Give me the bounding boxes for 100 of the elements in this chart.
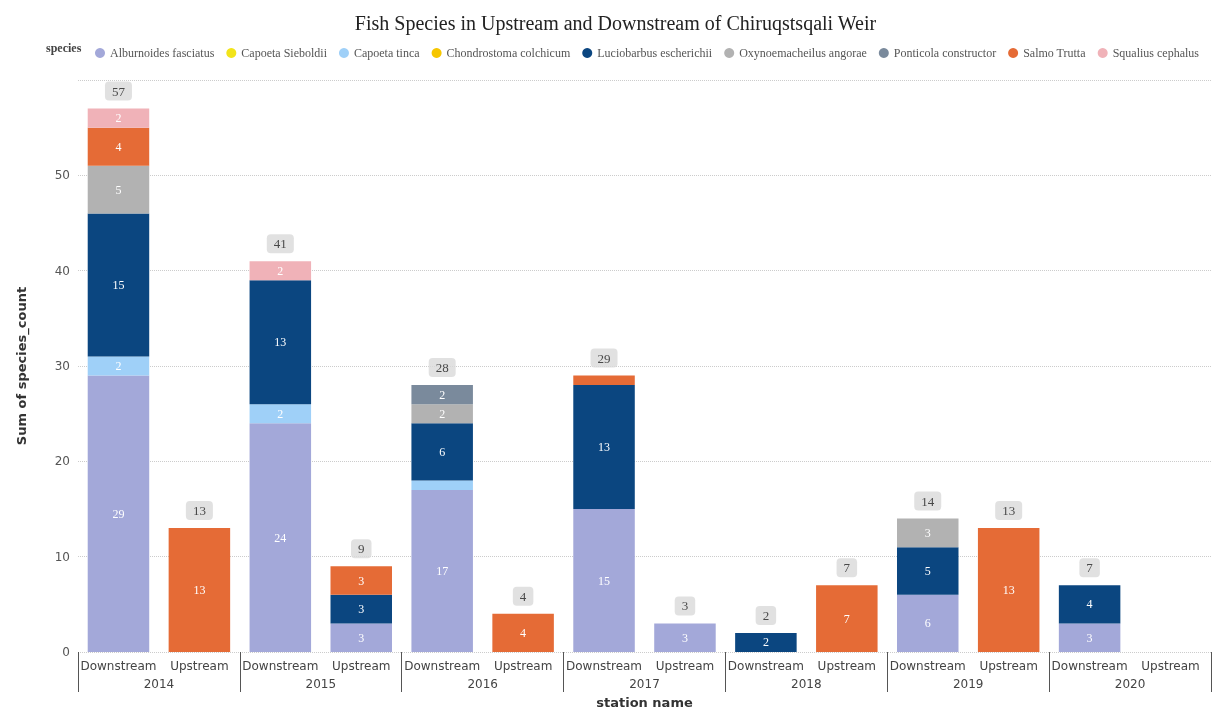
total-label: 57	[111, 83, 126, 99]
data-label: 2	[277, 263, 284, 278]
x-tick-label: Upstream	[332, 659, 391, 673]
data-label: 2	[277, 406, 284, 421]
total-label: 28	[435, 360, 449, 376]
x-tick-label: Downstream	[242, 659, 319, 673]
data-label: 3	[358, 630, 365, 645]
data-label: 3	[358, 602, 365, 617]
legend-label: Oxynoemacheilus angorae	[739, 46, 867, 60]
bar	[977, 528, 1040, 652]
legend-label: Luciobarbus escherichii	[597, 46, 713, 60]
chart-title: Fish Species in Upstream and Downstream of Chiruqstsqali Weir	[354, 12, 877, 35]
y-axis-title: Sum of species_count	[14, 286, 30, 446]
data-label: 3	[924, 525, 931, 540]
bar	[87, 213, 150, 357]
data-label: 7	[843, 611, 850, 626]
text: 2019	[952, 677, 984, 691]
data-label: 5	[115, 182, 122, 197]
data-label: 2	[439, 387, 446, 402]
total-label: 29	[597, 350, 611, 366]
x-tick-label: Upstream	[979, 659, 1038, 673]
data-label: 6	[439, 444, 446, 459]
x-tick-label: Upstream	[817, 659, 877, 673]
bar	[87, 356, 150, 376]
bar	[897, 547, 959, 595]
bar	[1058, 623, 1121, 652]
bar	[330, 594, 392, 624]
bar	[573, 509, 635, 652]
y-tick-label: 20	[54, 454, 70, 469]
bar	[249, 280, 312, 405]
total-label: 9	[358, 541, 365, 557]
data-label: 3	[1086, 630, 1093, 645]
bar	[249, 423, 312, 652]
bar	[816, 585, 878, 652]
bar	[330, 566, 392, 595]
bar	[411, 489, 473, 652]
bar	[492, 613, 554, 652]
legend-label: Salmo Trutta	[1023, 46, 1087, 60]
legend-label: Ponticola constructor	[893, 46, 997, 60]
total-label: 13	[192, 503, 206, 519]
data-label: 29	[112, 506, 125, 521]
data-label: 24	[274, 530, 287, 545]
bar	[87, 108, 150, 128]
bar	[87, 375, 150, 652]
data-label: 2	[115, 359, 122, 373]
bar	[330, 623, 392, 652]
x-tick-label: Downstream	[1051, 659, 1128, 673]
data-label: 13	[598, 440, 611, 455]
text: 2018	[791, 677, 822, 691]
data-label: 4	[520, 625, 527, 640]
data-label: 4	[115, 139, 122, 154]
x-tick-label: Upstream	[1141, 659, 1200, 673]
text: 2017	[629, 677, 660, 691]
data-label: 2	[115, 111, 122, 126]
bar	[249, 261, 312, 281]
x-tick-label: Downstream	[404, 659, 481, 673]
text: 2016	[467, 677, 498, 691]
bar	[87, 127, 150, 166]
x-tick-label: Upstream	[493, 659, 553, 673]
bar	[87, 165, 150, 214]
bar	[654, 623, 716, 652]
text: 2014	[143, 677, 175, 691]
x-tick-label: Downstream	[727, 659, 804, 673]
bar	[411, 423, 473, 481]
total-label: 13	[1002, 503, 1016, 519]
legend-label: Capoeta tinca	[353, 46, 421, 60]
total-label: 2	[762, 607, 770, 623]
bar	[735, 632, 797, 652]
data-label: 2	[439, 406, 446, 421]
y-tick-label: 30	[54, 359, 70, 373]
x-tick-label: Downstream	[566, 659, 643, 673]
data-label: 17	[436, 563, 449, 578]
bar	[897, 594, 959, 652]
total-label: 7	[843, 560, 851, 576]
bar	[573, 375, 635, 386]
bar	[411, 404, 473, 424]
x-tick-label: Upstream	[170, 659, 229, 673]
legend-label: Squalius cephalus	[1112, 46, 1200, 60]
data-label: 2	[762, 635, 769, 650]
data-label: 3	[681, 630, 688, 645]
bar	[249, 404, 312, 424]
bar	[897, 518, 959, 548]
x-tick-label: Upstream	[655, 659, 715, 673]
x-axis-title: station name	[596, 695, 693, 710]
data-label: 3	[358, 573, 365, 588]
legend-title: species	[46, 41, 82, 55]
bar	[573, 385, 635, 509]
bar	[1058, 585, 1121, 624]
data-label: 13	[193, 583, 206, 598]
data-label: 13	[1002, 583, 1015, 598]
total-label: 41	[273, 236, 287, 252]
data-label: 15	[598, 573, 611, 588]
y-tick-label: 10	[54, 549, 70, 564]
y-tick-label: 40	[54, 263, 70, 278]
data-label: 6	[924, 616, 931, 631]
data-label: 4	[1086, 597, 1093, 612]
total-label: 7	[1086, 560, 1094, 576]
data-label: 13	[274, 335, 287, 350]
y-tick-label: 0	[62, 645, 70, 659]
legend-label: Chondrostoma colchicum	[446, 46, 571, 60]
